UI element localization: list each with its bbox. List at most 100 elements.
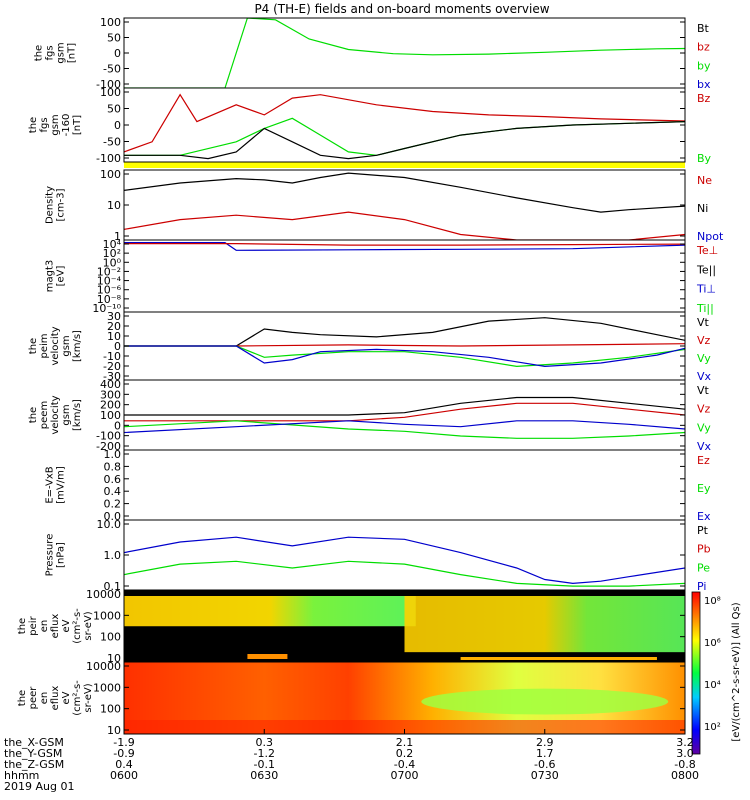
- series-line-bt: [124, 121, 685, 160]
- footer-cell: 3.2: [676, 736, 694, 749]
- y-axis-label: peer: [28, 686, 39, 710]
- legend-entry: Te||: [696, 263, 716, 276]
- footer-cell: -1.2: [254, 747, 275, 760]
- series-group: [124, 18, 685, 88]
- y-tick-label: -100: [96, 78, 121, 91]
- y-tick-label: -30: [103, 370, 121, 383]
- legend-entry: Vy: [697, 352, 711, 365]
- y-tick-label: 1000: [93, 609, 121, 622]
- spectrogram-band: [460, 657, 657, 660]
- y-tick-label: 20: [107, 320, 121, 333]
- y-axis-label: [km/s]: [72, 330, 83, 362]
- legend-entry: By: [697, 152, 712, 165]
- y-axis-label: Density: [45, 186, 56, 224]
- colorbar-label: [eV/(cm^2-s-sr-eV)] (All Qs): [731, 602, 742, 741]
- y-tick-label: 100: [100, 409, 121, 422]
- y-axis-label: fgs: [39, 117, 50, 132]
- panel-frame: [123, 519, 686, 591]
- y-tick-label: 100: [100, 16, 121, 29]
- y-axis-label: [km/s]: [72, 399, 83, 431]
- y-tick-label: 0: [114, 340, 121, 353]
- y-axis-label: the: [17, 690, 28, 706]
- series-line-vz: [124, 402, 685, 422]
- legend-entry: Vz: [697, 334, 711, 347]
- y-tick-label: -50: [103, 63, 121, 76]
- footer-cell: 0630: [250, 769, 278, 782]
- y-axis-label: E=-VxB: [45, 466, 56, 503]
- footer-cell: 0700: [391, 769, 419, 782]
- y-tick-label: 10000: [86, 660, 121, 673]
- panel-density: 100 10 1 Density [cm-3] Ne Ni Npot: [45, 168, 724, 243]
- y-tick-label: 50: [107, 103, 121, 116]
- legend-entry: Vx: [697, 370, 712, 383]
- footer-row-label: the_X-GSM: [4, 736, 64, 749]
- series-line-ni: [124, 172, 685, 213]
- footer-cell: -0.8: [674, 758, 695, 771]
- colorbar-tick-label: 10²: [704, 722, 721, 733]
- series-group: [124, 93, 685, 160]
- legend-entry: Pi: [697, 580, 706, 593]
- y-tick-label: -20: [103, 360, 121, 373]
- y-tick-label: 300: [100, 388, 121, 401]
- y-axis-label: eflux: [50, 686, 61, 711]
- x-axis-ticks: [123, 729, 686, 734]
- y-tick-label: -10: [103, 350, 121, 363]
- y-tick-label: 10⁻⁸: [97, 293, 122, 306]
- y-tick-label: 1000: [93, 681, 121, 694]
- series-group: [124, 172, 685, 240]
- legend-entry: Npot: [697, 230, 724, 243]
- colorbar-gradient: [691, 591, 701, 755]
- series-group: [124, 242, 685, 251]
- y-tick-label: -100: [96, 152, 121, 165]
- y-axis-label: magt3: [45, 260, 56, 293]
- spectrogram-band: [124, 596, 416, 627]
- legend-entry: Bt: [697, 22, 710, 35]
- y-tick-label: 200: [100, 399, 121, 412]
- legend-entry: Ni: [697, 202, 708, 215]
- series-line-ti: [124, 242, 685, 251]
- quality-flag-bar: [124, 162, 685, 168]
- y-axis-label: peem: [39, 401, 50, 429]
- y-axis-label: (cm²-s-: [72, 608, 83, 644]
- colorbar-ticks: 10⁸ 10⁶ 10⁴ 10²: [704, 596, 721, 733]
- legend-entry: Ez: [697, 454, 710, 467]
- legend-entry: Pe: [697, 561, 710, 574]
- series-line-vy: [124, 420, 685, 439]
- y-axis-label: [nPa]: [56, 542, 67, 568]
- footer-row-label: hhmm: [4, 769, 39, 782]
- y-axis-label: peir: [28, 615, 39, 635]
- y-tick-label: 10: [107, 199, 121, 212]
- y-tick-label: 1.0: [104, 448, 122, 461]
- footer-cell: 1.7: [536, 747, 554, 760]
- series-group: [124, 536, 685, 587]
- y-tick-label: -200: [96, 440, 121, 453]
- colorbar-tick-label: 10⁶: [704, 638, 721, 649]
- series-line-vt: [124, 317, 685, 347]
- legend-entry: Ti⊥: [696, 283, 716, 296]
- y-tick-label: 0.8: [104, 460, 122, 473]
- series-group: [124, 317, 685, 368]
- y-tick-label: 100: [100, 86, 121, 99]
- panel-fgs_gsm_top: 100 50 0 -50 -100 the fgs gsm [nT] Bt bz by bx: [34, 16, 711, 91]
- legend-entry: by: [697, 59, 711, 72]
- panel-peir_eflux: 10000 1000 100 10 the peir en eflux eV (cm²-s-sr-…: [17, 588, 686, 665]
- y-axis-label: the: [28, 407, 39, 423]
- legend-entry: Bz: [697, 92, 711, 105]
- colorbar: 10⁸ 10⁶ 10⁴ 10² [eV/(cm^2-s-sr-eV)] (All Qs…: [691, 591, 742, 755]
- legend-entry: Ne: [697, 174, 712, 187]
- footer-cell: -0.1: [254, 758, 275, 771]
- y-tick-label: 0.1: [104, 580, 122, 593]
- series-line-vx: [124, 420, 685, 434]
- panel-efield: 1.00.80.60.40.20.0 E=-VxB [mV/m] Ez Ey Ex: [45, 448, 711, 523]
- legend-entry: Te⊥: [696, 244, 718, 257]
- panel-fgs_gsm_bottom: 100 50 0 -50 -100 the fgs gsm -160 [nT] Bz By: [28, 86, 712, 168]
- series-line-te: [124, 243, 685, 246]
- y-axis-label: velocity: [50, 326, 61, 365]
- legend-entry: Pb: [697, 543, 711, 556]
- y-tick-label: 30: [107, 310, 121, 323]
